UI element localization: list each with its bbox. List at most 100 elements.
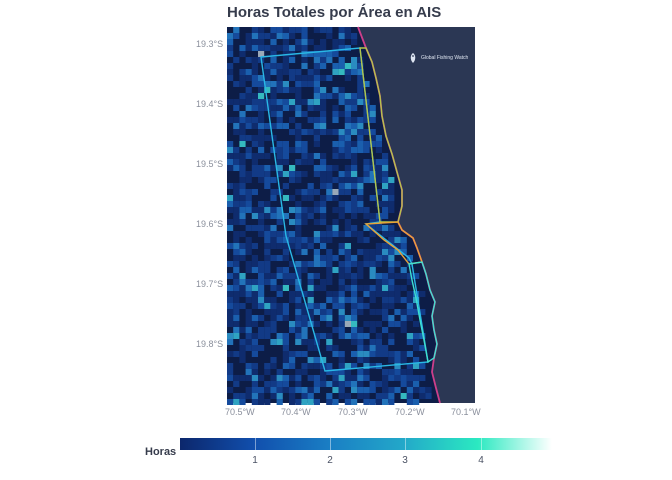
heatmap-cell [227, 51, 234, 57]
heatmap-cell [388, 303, 395, 309]
heatmap-cell [239, 81, 246, 87]
heatmap-cell [289, 243, 296, 249]
heatmap-cell [351, 99, 358, 105]
heatmap-cell [270, 69, 277, 75]
heatmap-cell [400, 375, 407, 381]
heatmap-cell [270, 213, 277, 219]
heatmap-cell [282, 249, 289, 255]
heatmap-cell [344, 99, 351, 105]
heatmap-cell [251, 123, 258, 129]
heatmap-cell [239, 195, 246, 201]
heatmap-cell [313, 375, 320, 381]
heatmap-cell [351, 297, 358, 303]
heatmap-cell [295, 45, 302, 51]
heatmap-cell [357, 375, 364, 381]
heatmap-cell [258, 135, 265, 141]
heatmap-cell [406, 291, 413, 297]
heatmap-cell [258, 303, 265, 309]
heatmap-cell [351, 195, 358, 201]
heatmap-cell [313, 321, 320, 327]
heatmap-cell [320, 369, 327, 375]
heatmap-cell [351, 375, 358, 381]
heatmap-cell [276, 291, 283, 297]
heatmap-cell [375, 345, 382, 351]
heatmap-cell [313, 153, 320, 159]
heatmap-cell [363, 321, 370, 327]
heatmap-cell [282, 27, 289, 33]
heatmap-cell [301, 75, 308, 81]
heatmap-cell [351, 339, 358, 345]
heatmap-cell [245, 171, 252, 177]
heatmap-cell [245, 249, 252, 255]
heatmap-cell [233, 159, 240, 165]
heatmap-cell [406, 297, 413, 303]
heatmap-cell [369, 171, 376, 177]
heatmap-cell [369, 381, 376, 387]
heatmap-cell [233, 303, 240, 309]
heatmap-cell [357, 207, 364, 213]
heatmap-cell [276, 375, 283, 381]
heatmap-cell [344, 399, 351, 405]
heatmap-cell [307, 399, 314, 405]
heatmap-cell [239, 279, 246, 285]
heatmap-cell [282, 195, 289, 201]
heatmap-cell [289, 171, 296, 177]
heatmap-cell [326, 57, 333, 63]
heatmap-cell [332, 375, 339, 381]
heatmap-cell [289, 87, 296, 93]
heatmap-cell [363, 369, 370, 375]
heatmap-cell [357, 267, 364, 273]
heatmap-cell [326, 381, 333, 387]
heatmap-cell [382, 249, 389, 255]
heatmap-cell [307, 117, 314, 123]
middle-coastal-area-boundary[interactable] [364, 221, 423, 265]
heatmap-cell [276, 255, 283, 261]
heatmap-cell [258, 33, 265, 39]
heatmap-cell [258, 99, 265, 105]
heatmap-cell [382, 381, 389, 387]
heatmap-cell [289, 165, 296, 171]
heatmap-cell [264, 135, 271, 141]
heatmap-cell [332, 207, 339, 213]
heatmap-cell [363, 237, 370, 243]
south-coastal-area-boundary[interactable] [408, 261, 438, 364]
heatmap-cell [344, 111, 351, 117]
heatmap-cell [282, 153, 289, 159]
heatmap-cell [344, 333, 351, 339]
heatmap-cell [338, 393, 345, 399]
heatmap-cell [351, 351, 358, 357]
heatmap-cell [245, 291, 252, 297]
heatmap-cell [289, 327, 296, 333]
heatmap-cell [382, 399, 389, 405]
heatmap-cell [295, 159, 302, 165]
heatmap-cell [320, 27, 327, 33]
heatmap-cell [301, 195, 308, 201]
heatmap-cell [338, 273, 345, 279]
heatmap-cell [239, 303, 246, 309]
heatmap-cell [363, 291, 370, 297]
heatmap-cell [332, 225, 339, 231]
heatmap-cell [301, 291, 308, 297]
heatmap-cell [357, 387, 364, 393]
heatmap-cell [251, 165, 258, 171]
heatmap-cell [289, 219, 296, 225]
heatmap-cell [239, 255, 246, 261]
heatmap-cell [301, 207, 308, 213]
heatmap-cell [239, 141, 246, 147]
heatmap-cell [338, 153, 345, 159]
heatmap-cell [344, 321, 351, 327]
heatmap-cell [276, 117, 283, 123]
heatmap-cell [295, 399, 302, 405]
heatmap-cell [251, 393, 258, 399]
heatmap-cell [357, 195, 364, 201]
heatmap-cell [338, 135, 345, 141]
heatmap-cell [295, 249, 302, 255]
north-coastal-area-boundary[interactable] [359, 47, 403, 223]
heatmap-cell [258, 387, 265, 393]
heatmap-cell [307, 159, 314, 165]
heatmap-cell [276, 231, 283, 237]
heatmap-cell [413, 399, 420, 405]
heatmap-cell [233, 315, 240, 321]
